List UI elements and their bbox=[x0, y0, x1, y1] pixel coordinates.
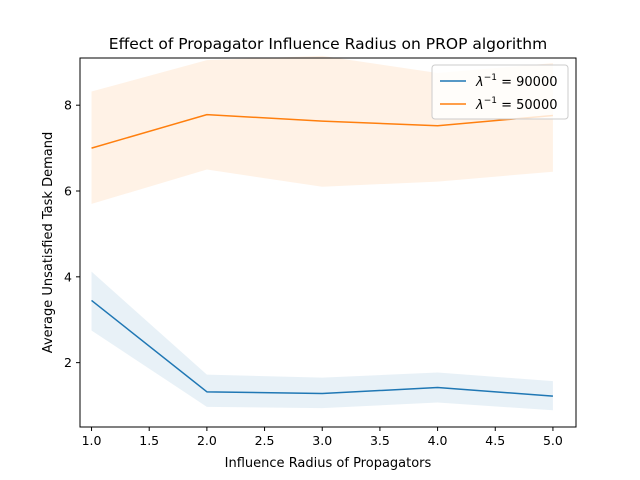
x-tick-label: 2.0 bbox=[197, 433, 217, 448]
legend: λ−1 = 90000 λ−1 = 50000 bbox=[431, 64, 569, 120]
y-axis-label: Average Unsatisfied Task Demand bbox=[41, 132, 56, 353]
x-tick-label: 1.0 bbox=[82, 433, 102, 448]
legend-label-series-1: λ−1 = 90000 bbox=[475, 73, 558, 90]
x-axis: 1.0 1.5 2.0 2.5 3.0 3.5 4.0 4.5 5.0 bbox=[82, 427, 563, 448]
chart-title: Effect of Propagator Influence Radius on… bbox=[109, 35, 547, 53]
plot-area-frame bbox=[79, 57, 577, 428]
y-tick-label: 6 bbox=[64, 184, 72, 199]
y-axis: 2 4 6 8 bbox=[64, 98, 80, 370]
x-tick-label: 3.0 bbox=[312, 433, 332, 448]
lines-layer bbox=[91, 113, 553, 397]
confidence-band-series-1 bbox=[91, 271, 553, 411]
line-series-2 bbox=[91, 113, 553, 149]
legend-box bbox=[431, 64, 569, 120]
x-tick-label: 2.5 bbox=[255, 433, 275, 448]
x-tick-label: 3.5 bbox=[370, 433, 390, 448]
x-tick-label: 4.0 bbox=[428, 433, 448, 448]
legend-label-series-2: λ−1 = 50000 bbox=[475, 96, 558, 113]
y-tick-label: 4 bbox=[64, 269, 72, 284]
x-axis-label: Influence Radius of Propagators bbox=[225, 456, 432, 471]
x-tick-label: 4.5 bbox=[485, 433, 505, 448]
line-series-1 bbox=[91, 299, 553, 397]
y-tick-label: 8 bbox=[64, 98, 72, 113]
x-tick-label: 5.0 bbox=[543, 433, 563, 448]
x-tick-label: 1.5 bbox=[139, 433, 159, 448]
y-tick-label: 2 bbox=[64, 355, 72, 370]
